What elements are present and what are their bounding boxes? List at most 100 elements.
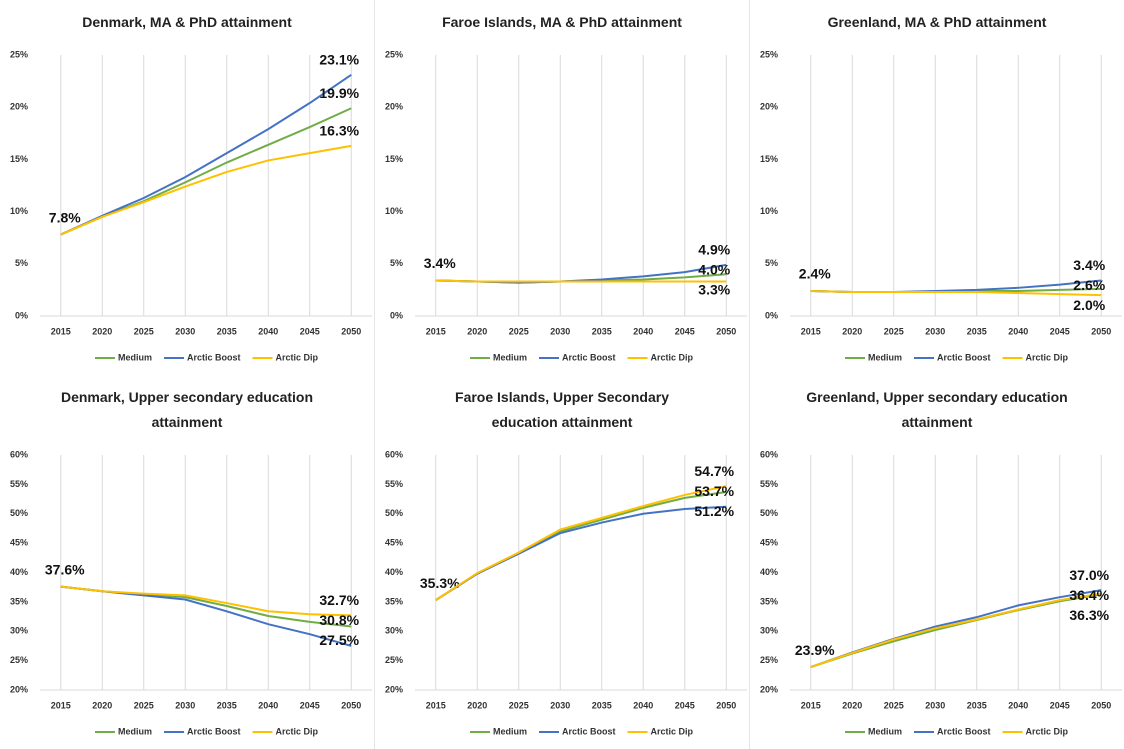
value-label: 3.4% bbox=[1073, 257, 1105, 273]
series-line bbox=[435, 491, 727, 601]
value-label: 30.8% bbox=[319, 612, 359, 628]
y-tick-label: 20% bbox=[10, 102, 28, 112]
x-tick-label: 2040 bbox=[258, 326, 278, 336]
chart-title: Faroe Islands, MA & PhD attainment bbox=[442, 14, 682, 30]
value-label: 37.0% bbox=[1069, 567, 1109, 583]
x-tick-label: 2025 bbox=[884, 326, 904, 336]
x-tick-label: 2015 bbox=[51, 326, 71, 336]
chart-panel: 20% 25% 30% 35% 40% 45% 50% 55% 60% 2015 2020 2025 2… bbox=[0, 375, 375, 749]
value-label: 54.7% bbox=[694, 463, 734, 479]
chart-title: Faroe Islands, Upper Secondary education… bbox=[455, 389, 669, 430]
y-tick-label: 25% bbox=[760, 655, 778, 665]
legend-label: Arctic Boost bbox=[187, 726, 241, 736]
y-tick-label: 45% bbox=[10, 538, 28, 548]
y-tick-label: 40% bbox=[760, 567, 778, 577]
chart: 20% 25% 30% 35% 40% 45% 50% 55% 60% 2015 2020 2025 2… bbox=[385, 449, 747, 736]
chart-panel: 20% 25% 30% 35% 40% 45% 50% 55% 60% 2015 2020 2025 2… bbox=[375, 375, 750, 749]
x-tick-label: 2040 bbox=[258, 700, 278, 710]
y-tick-label: 60% bbox=[760, 449, 778, 459]
value-label: 7.8% bbox=[49, 209, 81, 225]
chart-panel: 0% 5% 10% 15% 20% 25% 2015 2020 2025 2030 2035 2040… bbox=[0, 0, 375, 375]
x-tick-label: 2020 bbox=[842, 700, 862, 710]
x-tick-label: 2020 bbox=[92, 700, 112, 710]
series-line bbox=[60, 144, 352, 236]
chart: 20% 25% 30% 35% 40% 45% 50% 55% 60% 2015 2020 2025 2… bbox=[10, 449, 372, 736]
legend-label: Arctic Dip bbox=[276, 726, 319, 736]
series-line bbox=[810, 289, 1102, 297]
y-tick-label: 25% bbox=[385, 655, 403, 665]
x-tick-label: 2020 bbox=[842, 326, 862, 336]
legend-label: Arctic Dip bbox=[1026, 352, 1069, 362]
y-tick-label: 40% bbox=[10, 567, 28, 577]
y-tick-label: 25% bbox=[760, 49, 778, 59]
value-label: 53.7% bbox=[694, 483, 734, 499]
x-tick-label: 2020 bbox=[92, 326, 112, 336]
y-tick-label: 15% bbox=[385, 154, 403, 164]
y-tick-label: 25% bbox=[10, 49, 28, 59]
legend-label: Arctic Boost bbox=[562, 726, 616, 736]
y-tick-label: 20% bbox=[385, 102, 403, 112]
x-tick-label: 2035 bbox=[967, 326, 987, 336]
legend-label: Arctic Boost bbox=[562, 352, 616, 362]
y-tick-label: 0% bbox=[765, 310, 778, 320]
series-line bbox=[435, 263, 727, 284]
legend-label: Medium bbox=[493, 726, 527, 736]
legend-label: Arctic Dip bbox=[651, 726, 694, 736]
legend-label: Medium bbox=[118, 726, 152, 736]
legend-label: Medium bbox=[118, 352, 152, 362]
x-tick-label: 2035 bbox=[967, 700, 987, 710]
value-label: 16.3% bbox=[319, 123, 359, 139]
value-label: 27.5% bbox=[319, 632, 359, 648]
value-label: 36.3% bbox=[1069, 607, 1109, 623]
x-tick-label: 2025 bbox=[134, 700, 154, 710]
value-label: 19.9% bbox=[319, 85, 359, 101]
y-tick-label: 40% bbox=[385, 567, 403, 577]
x-tick-label: 2020 bbox=[467, 326, 487, 336]
y-tick-label: 30% bbox=[385, 626, 403, 636]
x-tick-label: 2045 bbox=[675, 326, 695, 336]
x-tick-label: 2030 bbox=[550, 326, 570, 336]
y-tick-label: 20% bbox=[760, 102, 778, 112]
x-tick-label: 2030 bbox=[175, 326, 195, 336]
series-line bbox=[810, 593, 1102, 669]
x-tick-label: 2025 bbox=[884, 700, 904, 710]
x-tick-label: 2025 bbox=[509, 700, 529, 710]
y-tick-label: 35% bbox=[10, 596, 28, 606]
x-tick-label: 2040 bbox=[633, 326, 653, 336]
y-tick-label: 55% bbox=[760, 479, 778, 489]
value-label: 51.2% bbox=[694, 503, 734, 519]
series-line bbox=[435, 279, 727, 283]
legend-label: Arctic Boost bbox=[187, 352, 241, 362]
chart-title: Denmark, Upper secondary education attai… bbox=[60, 389, 314, 430]
x-tick-label: 2025 bbox=[509, 326, 529, 336]
legend-label: Medium bbox=[493, 352, 527, 362]
y-tick-label: 35% bbox=[385, 596, 403, 606]
legend-label: Arctic Boost bbox=[937, 352, 991, 362]
chart: 0% 5% 10% 15% 20% 25% 2015 2020 2025 2030 2035 2040… bbox=[760, 49, 1122, 362]
chart: 20% 25% 30% 35% 40% 45% 50% 55% 60% 2015 2020 2025 2… bbox=[760, 449, 1122, 736]
value-label: 23.1% bbox=[319, 52, 359, 68]
value-label: 4.0% bbox=[698, 262, 730, 278]
value-label: 35.3% bbox=[420, 575, 460, 591]
chart: 0% 5% 10% 15% 20% 25% 2015 2020 2025 2030 2035 2040… bbox=[385, 49, 747, 362]
series-line bbox=[60, 585, 352, 647]
legend-label: Medium bbox=[868, 352, 902, 362]
x-tick-label: 2050 bbox=[341, 326, 361, 336]
y-tick-label: 5% bbox=[390, 258, 403, 268]
series-line bbox=[435, 485, 727, 601]
chart-panel: 20% 25% 30% 35% 40% 45% 50% 55% 60% 2015 2020 2025 2… bbox=[750, 375, 1124, 749]
y-tick-label: 55% bbox=[10, 479, 28, 489]
chart-title: Greenland, Upper secondary education att… bbox=[806, 389, 1068, 430]
series-line bbox=[810, 592, 1102, 669]
value-label: 2.0% bbox=[1073, 297, 1105, 313]
x-tick-label: 2035 bbox=[217, 700, 237, 710]
x-tick-label: 2030 bbox=[175, 700, 195, 710]
y-tick-label: 55% bbox=[385, 479, 403, 489]
y-tick-label: 5% bbox=[15, 258, 28, 268]
x-tick-label: 2035 bbox=[592, 700, 612, 710]
y-tick-label: 10% bbox=[10, 206, 28, 216]
series-line bbox=[435, 505, 727, 601]
x-tick-label: 2045 bbox=[1050, 700, 1070, 710]
x-tick-label: 2040 bbox=[1008, 700, 1028, 710]
